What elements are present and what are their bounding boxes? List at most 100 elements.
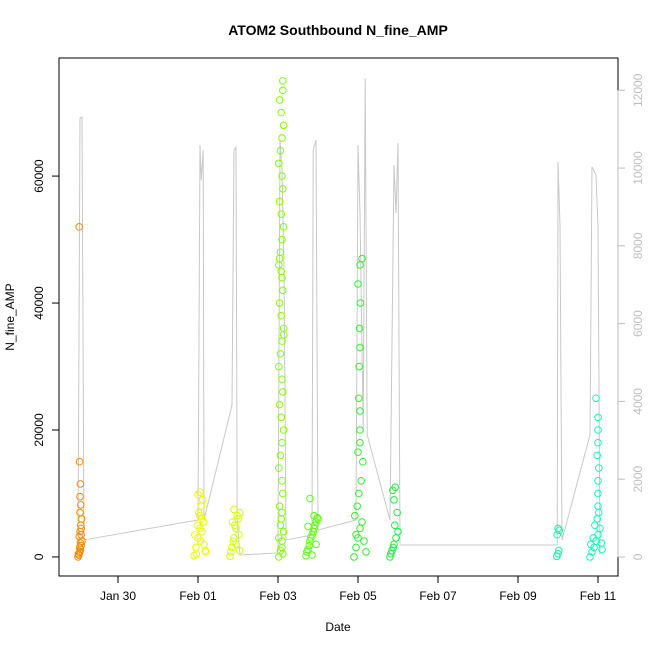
point — [390, 496, 398, 504]
x-tick-label: Jan 30 — [100, 589, 136, 603]
point — [356, 426, 364, 434]
point — [362, 548, 370, 556]
point — [592, 394, 600, 403]
point — [307, 534, 315, 542]
point — [357, 476, 366, 485]
point — [279, 223, 288, 231]
y2-tick-label: 8000 — [631, 232, 645, 259]
point — [196, 488, 204, 497]
point — [350, 553, 358, 561]
point — [393, 508, 402, 517]
y2-tick-label: 0 — [631, 553, 645, 560]
point — [77, 501, 85, 509]
point — [233, 511, 241, 520]
point — [353, 502, 362, 510]
point — [194, 490, 202, 499]
point — [278, 543, 286, 552]
point — [275, 464, 283, 472]
point — [276, 350, 285, 358]
point — [278, 134, 286, 142]
point — [354, 280, 362, 288]
point — [594, 502, 602, 510]
point — [356, 407, 364, 415]
point — [587, 540, 595, 549]
point — [352, 530, 360, 539]
point — [77, 524, 85, 533]
point — [192, 549, 201, 558]
point — [356, 438, 364, 447]
point — [389, 543, 398, 552]
point — [278, 172, 286, 180]
point — [594, 426, 602, 434]
x-tick-label: Feb 11 — [580, 589, 617, 603]
line — [77, 78, 601, 556]
point — [306, 494, 314, 503]
point — [279, 330, 288, 339]
point — [235, 546, 244, 555]
point — [597, 539, 606, 547]
point — [76, 547, 84, 556]
y-tick-label: 0 — [32, 553, 46, 560]
point — [228, 518, 237, 526]
point — [594, 438, 602, 447]
point — [76, 539, 85, 547]
point — [275, 197, 284, 206]
point — [191, 530, 199, 539]
y-tick-label: 20000 — [32, 413, 46, 447]
point — [232, 540, 240, 549]
point — [279, 426, 288, 434]
point — [199, 518, 208, 526]
point — [355, 394, 363, 403]
point — [277, 108, 286, 117]
point — [277, 413, 286, 422]
point — [588, 548, 596, 556]
point — [555, 546, 563, 555]
point — [356, 343, 364, 352]
point — [594, 489, 602, 498]
point — [275, 362, 283, 371]
point — [277, 210, 286, 218]
point — [198, 527, 206, 536]
point — [275, 502, 284, 510]
x-tick-label: Feb 09 — [499, 589, 537, 603]
point — [352, 543, 360, 552]
point — [554, 549, 562, 558]
y-tick-label: 40000 — [32, 286, 46, 320]
point — [387, 549, 395, 558]
point — [308, 551, 316, 559]
point — [75, 457, 84, 466]
point — [199, 496, 207, 504]
point — [279, 489, 287, 498]
point — [586, 553, 594, 561]
point — [279, 388, 287, 396]
point — [555, 526, 564, 535]
point — [190, 551, 198, 560]
point — [75, 223, 83, 231]
y2-tick-label: 10000 — [631, 151, 645, 185]
x-axis-label: Date — [325, 620, 351, 634]
point — [276, 521, 285, 530]
y-axis-label: N_fine_AMP — [3, 283, 17, 350]
point — [355, 362, 364, 371]
point — [277, 267, 286, 276]
point — [275, 534, 283, 542]
point — [279, 121, 288, 130]
point — [278, 235, 286, 244]
point — [275, 254, 284, 263]
point — [75, 543, 84, 552]
point — [193, 521, 201, 530]
point — [310, 511, 318, 520]
x-tick-label: Feb 01 — [179, 589, 217, 603]
point — [278, 476, 286, 485]
point — [354, 448, 362, 457]
point — [594, 413, 602, 422]
point — [312, 540, 320, 549]
point — [277, 311, 286, 320]
point — [276, 451, 285, 460]
y2-tick-label: 6000 — [631, 310, 645, 337]
point — [591, 521, 599, 530]
y2-tick-label: 12000 — [631, 73, 645, 107]
point — [202, 548, 210, 556]
point — [278, 508, 286, 517]
